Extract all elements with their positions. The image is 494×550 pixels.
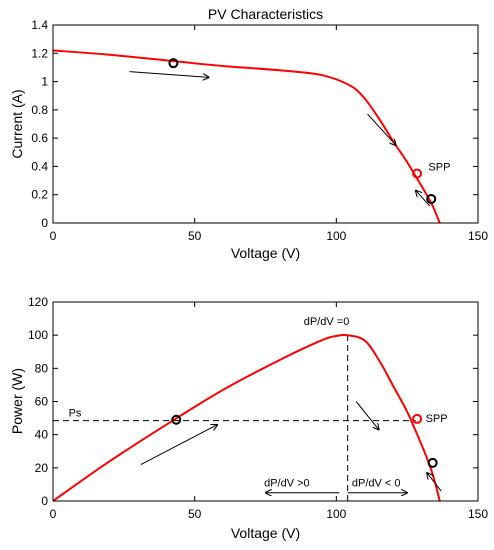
- iv-annotations: SPP: [428, 162, 450, 174]
- direction-arrow: [129, 71, 209, 78]
- operating-point-marker: [168, 58, 179, 69]
- operating-point-marker: [412, 413, 423, 424]
- operating-point-marker: [412, 168, 423, 179]
- x-tick-label: 100: [326, 507, 346, 521]
- operating-point-marker: [427, 457, 438, 468]
- y-tick-label: 0.8: [31, 103, 48, 117]
- x-axis-label: Voltage (V): [231, 525, 300, 541]
- y-tick-label: 20: [35, 461, 49, 475]
- chart-title: PV Characteristics: [208, 6, 323, 22]
- y-tick-label: 60: [35, 395, 49, 409]
- direction-arrow: [416, 190, 431, 207]
- direction-arrow: [367, 113, 396, 145]
- iv-plot-frame: [52, 24, 479, 224]
- iv-chart: PV Characteristics SPP 0 50 100 150 0 0.2 0.4…: [9, 6, 488, 261]
- y-tick-label: 0.2: [31, 188, 48, 202]
- y-tick-label: 1: [41, 75, 48, 89]
- direction-arrow: [355, 401, 379, 430]
- y-tick-label: 120: [28, 295, 48, 309]
- annotation-label: Ps: [69, 407, 82, 419]
- y-tick-label: 100: [28, 328, 48, 342]
- annotation-label: dP/dV =0: [304, 316, 350, 328]
- pv-direction-arrows: [140, 401, 442, 493]
- iv-curve: [52, 49, 441, 224]
- direction-arrow: [427, 473, 442, 492]
- pv-curve: [52, 333, 441, 502]
- pv-plot-frame: [52, 301, 479, 502]
- x-tick-label: 150: [468, 507, 488, 521]
- y-tick-label: 1.2: [31, 46, 48, 60]
- pv-y-ticks: 0 20 40 60 80 100 120: [28, 295, 478, 508]
- pv-x-ticks: 0 50 100 150: [50, 302, 488, 521]
- y-axis-label: Current (A): [9, 89, 25, 158]
- y-tick-label: 1.4: [31, 18, 48, 32]
- operating-point-marker: [171, 414, 182, 425]
- x-tick-label: 150: [468, 229, 488, 243]
- iv-y-ticks: 0 0.2 0.4 0.6 0.8 1 1.2 1.4: [31, 18, 478, 230]
- direction-arrow: [140, 425, 218, 465]
- iv-direction-arrows: [129, 71, 431, 207]
- annotation-label: SPP: [426, 413, 448, 425]
- x-tick-label: 50: [188, 507, 202, 521]
- y-axis-label: Power (W): [9, 368, 25, 434]
- annotation-label: dP/dV < 0: [352, 477, 401, 489]
- operating-point-marker: [426, 193, 437, 204]
- iv-x-ticks: 0 50 100 150: [50, 25, 488, 243]
- y-tick-label: 40: [35, 428, 49, 442]
- y-tick-label: 0.4: [31, 159, 48, 173]
- y-tick-label: 0: [41, 216, 48, 230]
- iv-markers: [168, 58, 437, 204]
- annotation-label: dP/dV >0: [264, 477, 310, 489]
- x-axis-label: Voltage (V): [231, 245, 300, 261]
- y-tick-label: 0.6: [31, 131, 48, 145]
- pv-guides: [53, 335, 416, 501]
- x-tick-label: 100: [326, 229, 346, 243]
- pv-chart: dP/dV =0 Ps SPP dP/dV >0 dP/dV < 0 0 50 100 150…: [9, 295, 488, 541]
- pv-annotations: dP/dV =0 Ps SPP dP/dV >0 dP/dV < 0: [69, 316, 448, 489]
- pv-markers: [171, 413, 438, 468]
- y-tick-label: 80: [35, 361, 49, 375]
- x-tick-label: 0: [50, 229, 57, 243]
- x-tick-label: 0: [50, 507, 57, 521]
- y-tick-label: 0: [41, 494, 48, 508]
- x-tick-label: 50: [188, 229, 202, 243]
- annotation-label: SPP: [428, 162, 450, 174]
